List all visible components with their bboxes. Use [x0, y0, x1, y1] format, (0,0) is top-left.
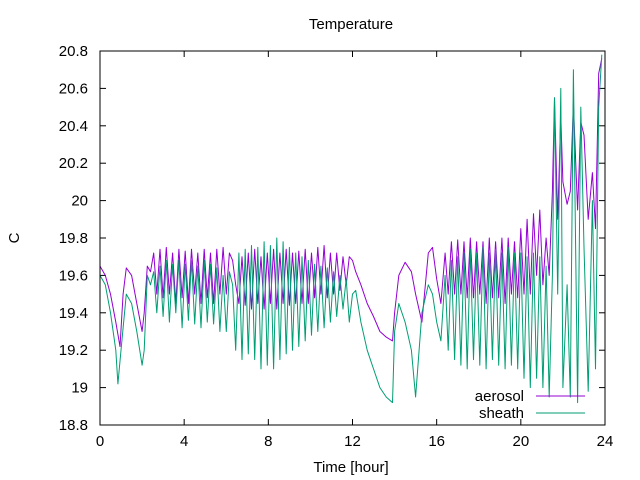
legend-label-sheath: sheath [479, 405, 524, 422]
y-tick-label: 20 [71, 193, 88, 210]
x-tick-label: 0 [96, 433, 104, 450]
x-axis-label: Time [hour] [313, 459, 388, 476]
x-tick-label: 4 [180, 433, 188, 450]
series-line-sheath [99, 54, 603, 404]
y-axis-ticks: 18.8 19 19.2 19.4 19.6 19.8 20 20.2 20.4 20.6 20.8 [59, 43, 605, 434]
legend-label-aerosol: aerosol [475, 388, 524, 405]
y-tick-label: 18.8 [59, 417, 88, 434]
series-line-aerosol [99, 58, 603, 347]
x-tick-label: 8 [264, 433, 272, 450]
y-tick-label: 20.6 [59, 80, 88, 97]
y-tick-label: 20.2 [59, 155, 88, 172]
y-tick-label: 19.4 [59, 305, 88, 322]
series-layer [99, 54, 603, 404]
x-tick-label: 24 [597, 433, 614, 450]
y-tick-label: 20.4 [59, 118, 88, 135]
y-tick-label: 19.2 [59, 342, 88, 359]
y-tick-label: 19.6 [59, 267, 88, 284]
x-tick-label: 12 [344, 433, 361, 450]
x-tick-label: 20 [512, 433, 529, 450]
x-tick-label: 16 [428, 433, 445, 450]
chart-title: Temperature [309, 16, 393, 33]
y-tick-label: 20.8 [59, 43, 88, 60]
y-tick-label: 19 [71, 380, 88, 397]
y-axis-label: C [6, 232, 23, 243]
y-tick-label: 19.8 [59, 230, 88, 247]
plot-frame [99, 50, 606, 426]
